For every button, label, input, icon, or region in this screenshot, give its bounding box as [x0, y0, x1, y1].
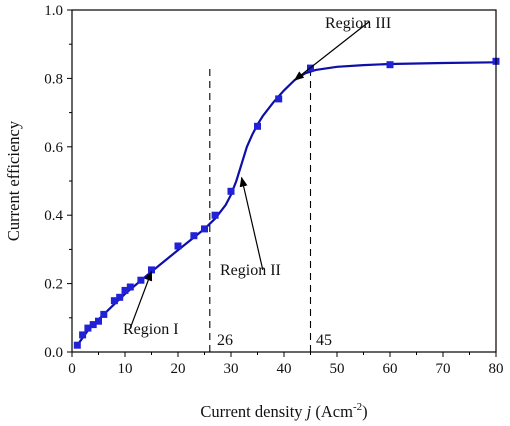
plot-layer [73, 21, 500, 352]
data-point [126, 283, 134, 291]
data-point [201, 225, 208, 233]
data-point [148, 266, 155, 274]
region-1-arrow [129, 270, 153, 329]
y-tick-label: 0.8 [44, 71, 63, 87]
x-tick-label: 20 [171, 361, 186, 377]
data-point [95, 317, 102, 325]
data-point [110, 297, 118, 305]
x-tick-label: 80 [489, 361, 504, 377]
region-3-label: Region III [325, 15, 391, 32]
y-tick-label: 0.0 [44, 345, 63, 361]
axis-layer: 0 10 20 30 40 50 60 70 80 0.0 0.2 0.4 0.6 0.8 1.0 [44, 3, 503, 377]
reference-label-45: 45 [316, 332, 332, 349]
data-point [116, 293, 124, 301]
x-tick-label: 50 [330, 361, 345, 377]
y-tick-label: 1.0 [44, 3, 63, 19]
reference-label-26: 26 [217, 332, 233, 349]
data-point [211, 211, 219, 219]
data-point [84, 324, 92, 332]
data-point [275, 95, 283, 103]
data-point [89, 321, 97, 329]
y-tick-label: 0.6 [44, 140, 63, 156]
region-3-arrow [293, 21, 370, 81]
data-point [386, 61, 394, 69]
data-point [227, 187, 235, 195]
y-tick-label: 0.2 [44, 277, 63, 293]
data-point [121, 286, 129, 294]
x-tick-label: 0 [68, 361, 76, 377]
x-tick-label: 70 [436, 361, 451, 377]
data-point [73, 341, 81, 349]
data-point [174, 242, 182, 250]
data-point [100, 310, 108, 318]
region-1-label: Region I [123, 321, 179, 338]
x-tick-label: 40 [277, 361, 292, 377]
x-tick-label: 60 [383, 361, 398, 377]
data-point [137, 276, 145, 284]
data-point [190, 232, 198, 240]
x-tick-label: 10 [118, 361, 133, 377]
y-axis-title: Current efficiency [4, 120, 23, 241]
data-point [79, 331, 87, 339]
plot-frame [71, 9, 497, 353]
x-axis-title: Current density j (Acm-2) [200, 401, 367, 421]
y-tick-label: 0.4 [44, 208, 63, 224]
x-tick-label: 30 [224, 361, 239, 377]
region-2-arrow [239, 176, 264, 271]
region-2-label: Region II [220, 262, 281, 279]
data-point [254, 122, 261, 130]
